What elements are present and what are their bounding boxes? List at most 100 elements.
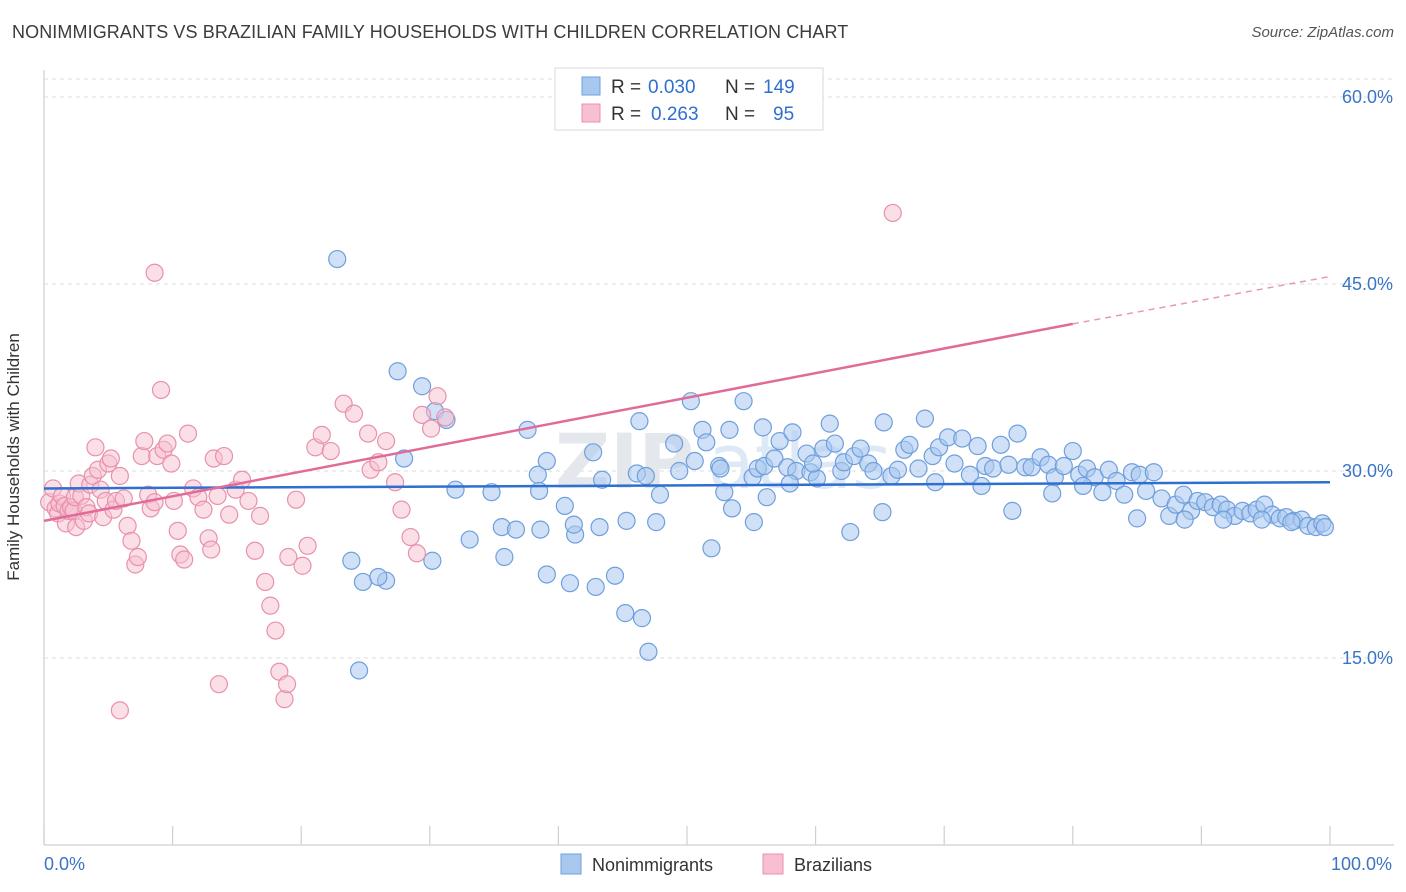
- watermark-zip: ZIP: [555, 417, 694, 506]
- point-brazilians: [321, 441, 340, 461]
- point-nonimmigrants: [820, 414, 839, 433]
- bottom-legend-swatch-brazilians: [762, 853, 784, 875]
- source-label: Source: ZipAtlas.com: [1251, 24, 1394, 41]
- point-brazilians: [202, 540, 221, 559]
- point-brazilians: [178, 424, 198, 443]
- point-brazilians: [407, 544, 427, 563]
- point-brazilians: [232, 470, 252, 489]
- point-brazilians: [194, 500, 213, 519]
- point-nonimmigrants: [841, 522, 860, 542]
- x-tick-marks: [43, 826, 1331, 845]
- point-brazilians: [385, 473, 405, 492]
- point-nonimmigrants: [783, 423, 802, 442]
- point-nonimmigrants: [412, 377, 432, 396]
- point-nonimmigrants: [715, 483, 734, 502]
- axes: [43, 70, 1394, 846]
- point-nonimmigrants: [873, 503, 892, 522]
- point-nonimmigrants: [584, 443, 603, 462]
- point-brazilians: [392, 500, 411, 519]
- point-nonimmigrants: [446, 480, 465, 499]
- point-nonimmigrants: [1107, 471, 1126, 491]
- point-brazilians: [86, 438, 105, 457]
- point-nonimmigrants: [770, 431, 789, 451]
- point-brazilians: [376, 431, 396, 451]
- legend-r-value-1: 0.030: [648, 77, 696, 98]
- series-brazilians: [40, 203, 902, 720]
- point-nonimmigrants: [1252, 510, 1271, 529]
- point-nonimmigrants: [555, 496, 574, 516]
- point-nonimmigrants: [605, 566, 625, 585]
- point-brazilians: [168, 521, 187, 540]
- legend-bottom: Nonimmigrants Brazilians: [560, 853, 872, 875]
- point-nonimmigrants: [999, 455, 1018, 474]
- point-nonimmigrants: [560, 574, 580, 593]
- legend-top: R = 0.030 N = 149 R = 0.263 N = 95: [554, 67, 824, 131]
- point-nonimmigrants: [734, 392, 753, 411]
- point-nonimmigrants: [665, 434, 684, 453]
- point-nonimmigrants: [537, 565, 556, 584]
- point-brazilians: [158, 434, 177, 453]
- point-brazilians: [122, 531, 141, 550]
- legend-n-label-1: N =: [725, 77, 755, 98]
- legend-n-value-1: 149: [763, 77, 795, 98]
- point-nonimmigrants: [1008, 424, 1027, 443]
- point-nonimmigrants: [639, 642, 658, 661]
- y-tick-label: 15.0%: [1342, 648, 1393, 668]
- point-nonimmigrants: [394, 449, 414, 468]
- point-brazilians: [128, 547, 147, 567]
- point-nonimmigrants: [945, 454, 964, 473]
- point-brazilians: [312, 425, 331, 444]
- chart-title: NONIMMIGRANTS VS BRAZILIAN FAMILY HOUSEH…: [12, 22, 849, 42]
- series-nonimmigrants: [328, 249, 1334, 680]
- bottom-legend-label-brazilians: Brazilians: [794, 855, 872, 875]
- point-brazilians: [114, 489, 133, 508]
- bottom-legend-label-nonimmigrants: Nonimmigrants: [592, 855, 713, 875]
- point-brazilians: [298, 536, 317, 555]
- point-nonimmigrants: [874, 413, 893, 432]
- point-nonimmigrants: [531, 520, 550, 539]
- point-nonimmigrants: [702, 539, 721, 558]
- y-tick-label: 45.0%: [1342, 274, 1393, 294]
- point-nonimmigrants: [1003, 501, 1022, 520]
- point-brazilians: [277, 675, 297, 694]
- point-brazilians: [279, 547, 298, 567]
- trend-line-brazilians: [43, 322, 1074, 523]
- point-nonimmigrants: [1054, 456, 1073, 476]
- point-nonimmigrants: [632, 609, 652, 628]
- point-brazilians: [286, 490, 306, 509]
- legend-n-value-2: 95: [773, 104, 794, 125]
- point-nonimmigrants: [1043, 484, 1062, 503]
- point-nonimmigrants: [353, 572, 373, 592]
- point-brazilians: [344, 404, 364, 423]
- point-brazilians: [220, 505, 239, 524]
- point-nonimmigrants: [1282, 513, 1301, 532]
- point-nonimmigrants: [1144, 463, 1163, 482]
- point-brazilians: [883, 203, 902, 223]
- legend-r-label-1: R =: [611, 77, 641, 98]
- point-nonimmigrants: [825, 434, 844, 453]
- point-nonimmigrants: [753, 418, 772, 437]
- point-nonimmigrants: [650, 485, 670, 504]
- point-nonimmigrants: [1127, 509, 1147, 528]
- point-nonimmigrants: [586, 577, 605, 597]
- point-brazilians: [412, 405, 432, 424]
- x-tick-label-100: 100.0%: [1331, 854, 1392, 874]
- point-brazilians: [421, 419, 441, 438]
- point-nonimmigrants: [909, 459, 928, 478]
- point-brazilians: [266, 621, 285, 640]
- point-nonimmigrants: [349, 661, 369, 680]
- point-nonimmigrants: [342, 551, 361, 570]
- point-nonimmigrants: [757, 488, 776, 507]
- point-nonimmigrants: [564, 515, 583, 534]
- point-nonimmigrants: [537, 451, 556, 471]
- point-brazilians: [110, 466, 129, 486]
- y-tick-labels: 15.0% 30.0% 45.0% 60.0%: [1342, 87, 1393, 668]
- point-nonimmigrants: [593, 470, 612, 489]
- point-nonimmigrants: [711, 459, 730, 478]
- point-nonimmigrants: [765, 449, 784, 468]
- point-nonimmigrants: [423, 551, 442, 570]
- point-brazilians: [261, 596, 280, 615]
- point-nonimmigrants: [1115, 485, 1134, 504]
- point-brazilians: [256, 572, 275, 592]
- point-brazilians: [151, 380, 171, 400]
